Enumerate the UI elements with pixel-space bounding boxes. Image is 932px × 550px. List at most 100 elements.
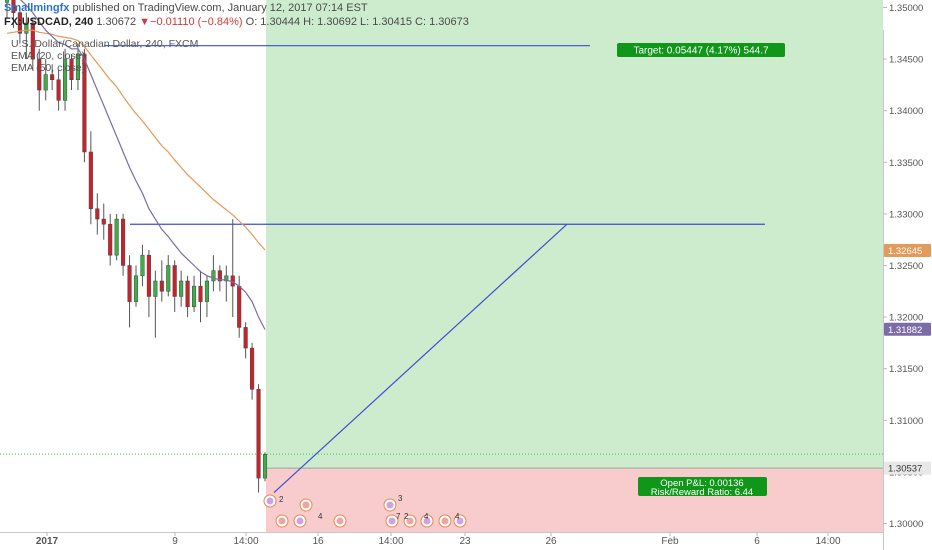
candle-body [211, 270, 216, 282]
candle-body [50, 74, 55, 80]
candle-body [133, 275, 139, 302]
candle-body [43, 74, 48, 91]
candle-body [56, 79, 61, 101]
event-count: 2 [404, 512, 409, 521]
event-count: 3 [398, 494, 403, 503]
ohlc-values: O: 1.30444 H: 1.30692 L: 1.30415 C: 1.30… [245, 16, 469, 28]
candle-body [114, 218, 119, 256]
price-badge-ema20 [884, 322, 931, 336]
event-marker-flag [278, 517, 286, 525]
candle-body [262, 454, 268, 479]
last-price: 1.30672 [96, 16, 137, 28]
event-marker-flag [302, 501, 310, 509]
event-marker-flag [266, 497, 274, 505]
x-tick-label: 14:00 [378, 536, 403, 547]
target-zone [266, 0, 883, 469]
event-marker-flag [336, 517, 344, 525]
candle-body [250, 347, 255, 390]
event-marker-flag [423, 517, 431, 525]
symbol-info: FX:USDCAD, 240 1.30672 ▼−0.01110 (−0.84%… [4, 16, 469, 28]
price-badge-label: 1.30537 [888, 464, 922, 475]
y-tick-label: 1.30000 [889, 519, 923, 530]
y-tick-label: 1.32000 [889, 313, 923, 324]
ema20-legend[interactable]: EMA (20, close) [11, 50, 86, 62]
candle-body [95, 208, 100, 220]
x-tick-label: 26 [545, 536, 557, 547]
candle-body [24, 22, 29, 34]
candle-body [243, 327, 248, 349]
event-marker-flag [388, 517, 396, 525]
y-tick-label: 1.34500 [889, 55, 923, 66]
candle-body [146, 254, 151, 297]
y-tick-label: 1.31000 [889, 416, 923, 427]
candle-body [198, 285, 203, 302]
price-change: ▼−0.01110 (−0.84%) [139, 16, 243, 28]
stop-zone [266, 468, 883, 532]
x-tick-label: 14:00 [233, 536, 258, 547]
x-tick-label: 16 [312, 536, 324, 547]
ema50-legend[interactable]: EMA (50, close) [11, 62, 86, 74]
x-tick-label: 23 [459, 536, 471, 547]
risk-reward-text: Risk/Reward Ratio: 6.44 [651, 487, 753, 498]
candle-body [185, 280, 190, 308]
event-marker-flag [386, 501, 394, 509]
symbol-label: FX:USDCAD, 240 [4, 16, 94, 28]
projection-line [273, 223, 568, 493]
candle-body [4, 0, 10, 3]
candle-body [69, 58, 74, 80]
y-tick-label: 1.33000 [889, 209, 923, 220]
y-tick-label: 1.32500 [889, 261, 923, 272]
candle-body [63, 58, 68, 101]
candle-body [237, 285, 242, 328]
event-marker-flag [456, 517, 464, 525]
price-badge-ema50 [884, 244, 931, 258]
x-tick-label: 9 [172, 536, 178, 547]
candle-body [192, 285, 197, 308]
candle-body [127, 265, 132, 302]
y-tick-label: 1.35000 [889, 3, 923, 14]
price-badge-label: 1.32645 [888, 246, 922, 257]
pnl-text: Open P&L: 0.00136 [660, 478, 743, 489]
author-name[interactable]: Smallmingfx [4, 2, 70, 14]
price-badge-stop [884, 461, 931, 475]
event-count: 4 [318, 512, 323, 521]
candle-body [121, 218, 126, 266]
price-badge-label: 1.31882 [888, 325, 922, 336]
publish-text: published on TradingView.com, January 12… [72, 2, 368, 14]
event-count: 4 [424, 512, 429, 521]
candle-body [153, 280, 158, 297]
candle-body [224, 275, 229, 282]
candle-body [166, 265, 171, 292]
candle-body [82, 53, 87, 153]
x-tick-label: 2017 [36, 536, 59, 547]
pnl-box [638, 477, 767, 496]
target-label-box [617, 43, 785, 57]
candle-body [37, 58, 42, 91]
candle-body [75, 53, 81, 80]
candle-body [17, 12, 22, 34]
candle-body [101, 218, 106, 225]
event-count: 7 [396, 512, 401, 521]
event-marker-flag [406, 517, 414, 525]
ema20-line [19, 0, 266, 330]
event-marker-flag [441, 517, 449, 525]
candle-body [11, 0, 16, 13]
event-count: 2 [279, 495, 284, 504]
candle-body [108, 223, 113, 256]
event-marker-flag [296, 517, 304, 525]
publish-info: Smallmingfx published on TradingView.com… [4, 2, 368, 14]
x-tick-label: 6 [754, 536, 760, 547]
target-label: Target: 0.05447 (4.17%) 544.7 [617, 43, 785, 57]
candle-body [140, 254, 145, 277]
x-tick-label: Feb [661, 536, 679, 547]
y-tick-label: 1.33500 [889, 158, 923, 169]
candle-body [88, 151, 93, 209]
target-label-text: Target: 0.05447 (4.17%) 544.7 [633, 46, 769, 57]
event-count: 4 [455, 512, 460, 521]
x-tick-label: 14:00 [815, 536, 840, 547]
candle-body [172, 265, 177, 297]
candle-body [179, 280, 184, 297]
